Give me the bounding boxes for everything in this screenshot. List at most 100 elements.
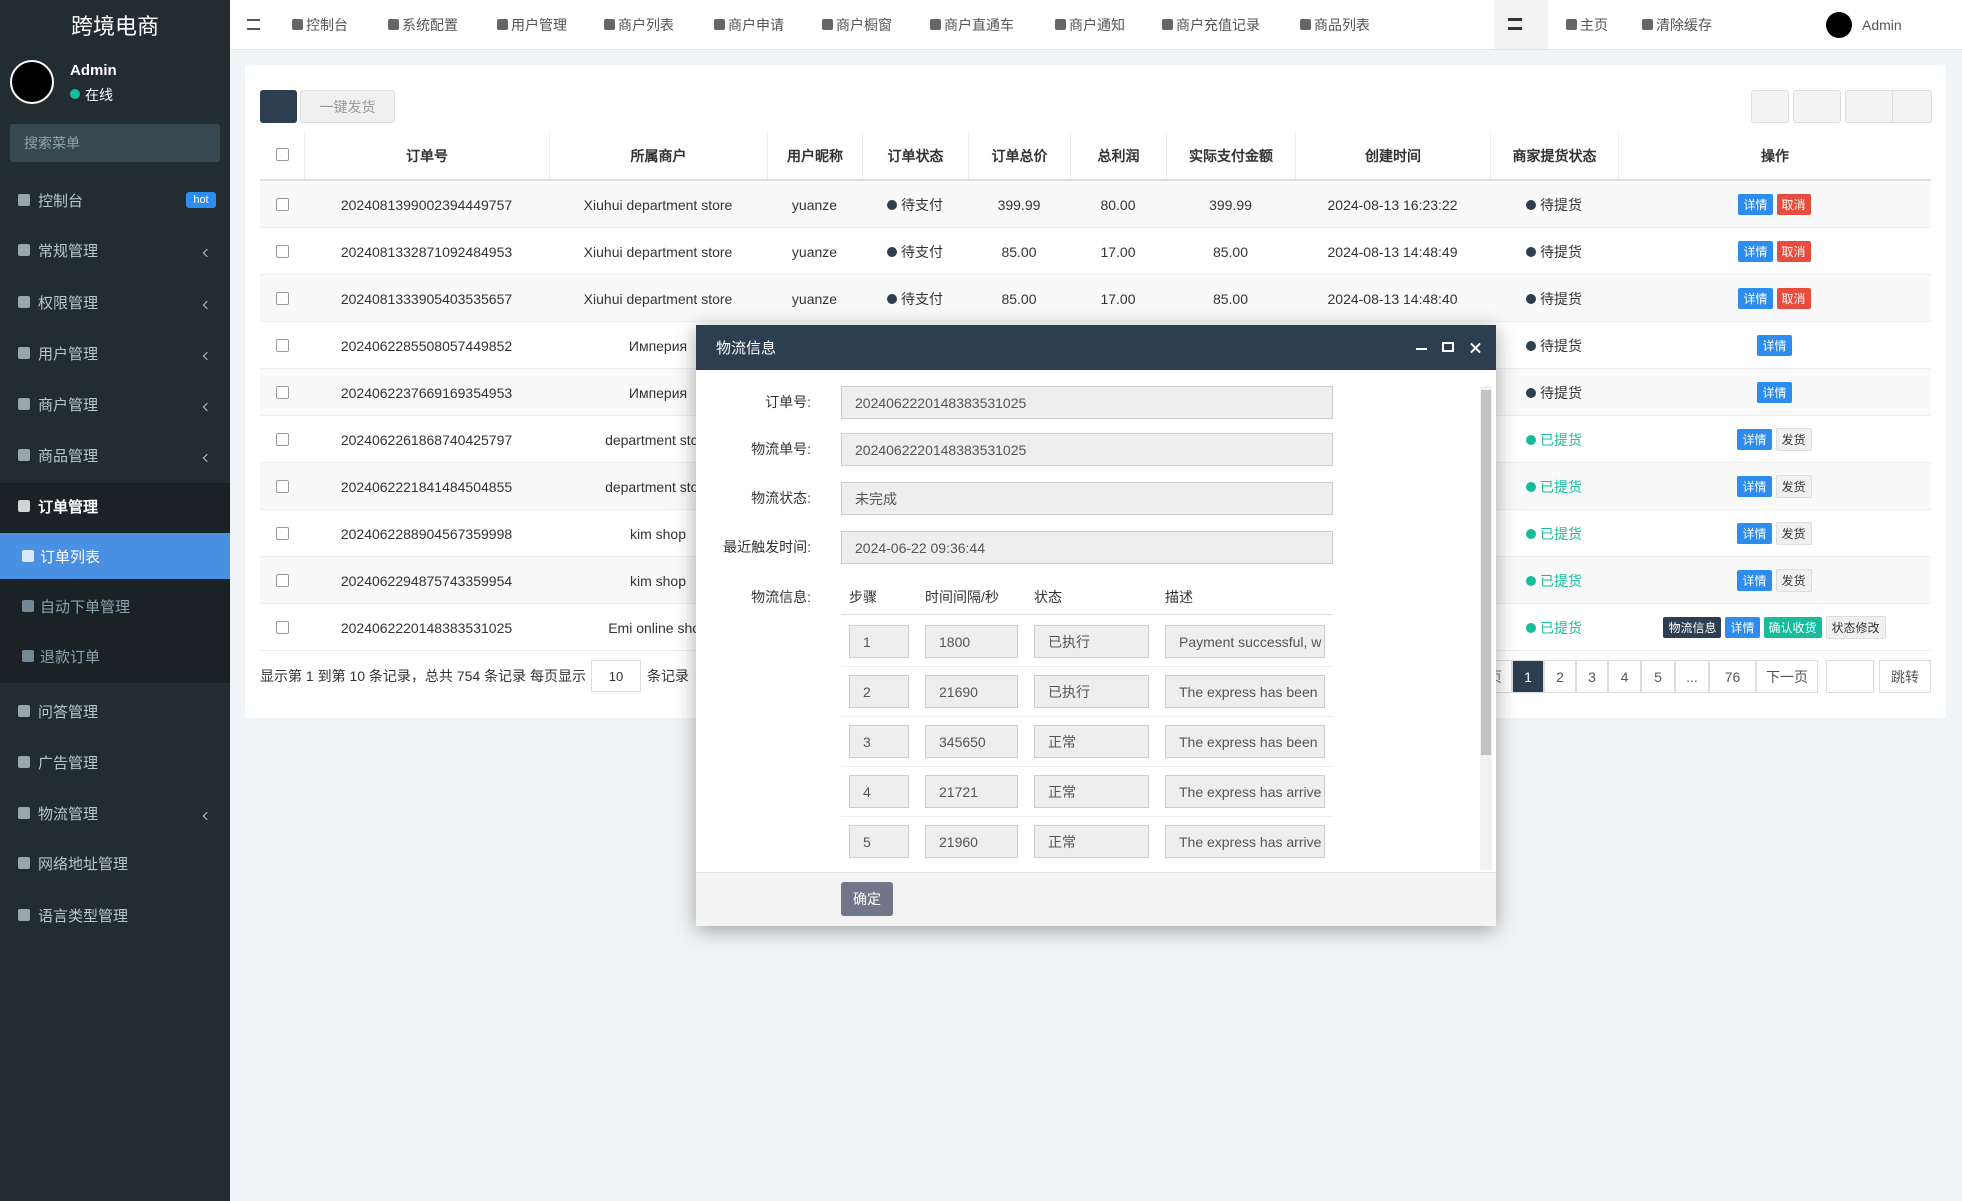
row-check[interactable] xyxy=(276,339,289,352)
action-btn[interactable]: 详情 xyxy=(1757,335,1792,356)
menu-item[interactable]: 广告管理 xyxy=(38,754,99,772)
action-btn[interactable]: 发货 xyxy=(1775,428,1812,451)
action-btn[interactable]: 取消 xyxy=(1776,288,1811,309)
table-cell: Xiuhui department store xyxy=(583,243,733,260)
page-btn[interactable]: ... xyxy=(1675,660,1709,693)
table-cell: yuanze xyxy=(791,290,838,307)
menu-item[interactable]: 语言类型管理 xyxy=(38,907,129,925)
action-btn[interactable]: 详情 xyxy=(1738,288,1773,309)
menu-item[interactable]: 订单列表 xyxy=(40,548,101,566)
nav-tab[interactable]: 商户直通车 xyxy=(944,17,1014,33)
table-header: 订单状态 xyxy=(862,133,968,179)
action-btn[interactable]: 状态修改 xyxy=(1825,616,1886,639)
menu-item[interactable]: 商户管理 xyxy=(38,396,99,414)
action-btn[interactable]: 详情 xyxy=(1737,429,1772,450)
page-size[interactable]: 10 xyxy=(591,660,641,692)
action-btn[interactable]: 物流信息 xyxy=(1663,617,1722,638)
nav-tab[interactable]: 商户橱窗 xyxy=(836,17,892,33)
status-text: 待提货 xyxy=(1540,337,1582,354)
tool-btn[interactable] xyxy=(1793,90,1841,123)
step-input: 正常 xyxy=(1034,825,1149,858)
menu-item[interactable]: 商品管理 xyxy=(38,447,99,465)
modal-min[interactable] xyxy=(1416,348,1427,350)
topnav xyxy=(230,0,1962,50)
action-btn[interactable]: 发货 xyxy=(1775,569,1812,592)
step-line xyxy=(841,666,1333,667)
nav-right-link[interactable]: 主页 xyxy=(1580,17,1608,33)
nav-tab[interactable]: 商户列表 xyxy=(618,17,674,33)
action-btn[interactable]: 详情 xyxy=(1725,617,1760,638)
menu-item[interactable]: 常规管理 xyxy=(38,242,99,260)
page-btn[interactable]: 3 xyxy=(1576,660,1608,693)
row-check[interactable] xyxy=(276,574,289,587)
modal-max[interactable] xyxy=(1442,342,1454,352)
row-check[interactable] xyxy=(276,245,289,258)
page-btn[interactable]: 1 xyxy=(1512,660,1544,693)
menu-item[interactable]: 自动下单管理 xyxy=(40,598,131,616)
table-cell: 2024062294875743359954 xyxy=(340,572,513,589)
nav-user[interactable]: Admin xyxy=(1862,17,1902,33)
nav-tab[interactable]: 商户通知 xyxy=(1069,17,1125,33)
menu-item[interactable]: 网络地址管理 xyxy=(38,855,129,873)
menu-item[interactable]: 物流管理 xyxy=(38,805,99,823)
row-check[interactable] xyxy=(276,433,289,446)
action-btn[interactable]: 详情 xyxy=(1738,194,1773,215)
row-check[interactable] xyxy=(276,480,289,493)
nav-tab[interactable]: 商品列表 xyxy=(1314,17,1370,33)
page-next[interactable]: 下一页 xyxy=(1756,660,1818,693)
tab-icon xyxy=(822,19,833,30)
table-cell: Империя xyxy=(628,337,688,354)
action-btn[interactable]: 详情 xyxy=(1737,570,1772,591)
status-text: 待提货 xyxy=(1540,290,1582,307)
ship-btn[interactable]: 一键发货 xyxy=(300,90,395,123)
menu-item[interactable]: 控制台 xyxy=(38,192,84,210)
menu-icon xyxy=(22,550,34,562)
status-text: 待提货 xyxy=(1540,384,1582,401)
row-check[interactable] xyxy=(276,198,289,211)
row-check[interactable] xyxy=(276,621,289,634)
nav-tab[interactable]: 商户充值记录 xyxy=(1176,17,1260,33)
action-btn[interactable]: 取消 xyxy=(1776,241,1811,262)
action-btn[interactable]: 取消 xyxy=(1776,194,1811,215)
action-btn[interactable]: 发货 xyxy=(1775,475,1812,498)
row-check[interactable] xyxy=(276,292,289,305)
menu-item[interactable]: 退款订单 xyxy=(40,648,101,666)
menu-item[interactable]: 用户管理 xyxy=(38,345,99,363)
menu-item[interactable]: 问答管理 xyxy=(38,703,99,721)
table-cell: 2024-08-13 16:23:22 xyxy=(1327,196,1458,213)
menu-icon xyxy=(22,600,34,612)
nav-tab[interactable]: 用户管理 xyxy=(511,17,567,33)
menu-item[interactable]: 权限管理 xyxy=(38,294,99,312)
nav-tab[interactable]: 系统配置 xyxy=(402,17,458,33)
page-input[interactable] xyxy=(1826,660,1874,693)
action-btn[interactable]: 详情 xyxy=(1757,382,1792,403)
row-check[interactable] xyxy=(276,527,289,540)
table-cell: 85.00 xyxy=(1212,243,1249,260)
status-text: 待支付 xyxy=(901,243,943,260)
menu-item[interactable]: 订单管理 xyxy=(38,498,99,516)
action-btn[interactable]: 确认收货 xyxy=(1763,617,1822,638)
page-btn[interactable]: 4 xyxy=(1608,660,1641,693)
tool-btn[interactable] xyxy=(1751,90,1789,123)
row-check[interactable] xyxy=(276,386,289,399)
action-btn[interactable]: 详情 xyxy=(1738,241,1773,262)
nav-tab[interactable]: 控制台 xyxy=(306,17,348,33)
page-btn[interactable]: 5 xyxy=(1641,660,1675,693)
page-jump[interactable]: 跳转 xyxy=(1879,660,1931,693)
tool-btn[interactable] xyxy=(1892,90,1932,123)
table-header: 订单总价 xyxy=(968,133,1070,179)
page-btn[interactable]: 2 xyxy=(1544,660,1576,693)
table-cell: 2024-08-13 14:48:49 xyxy=(1327,243,1458,260)
nav-tab[interactable]: 商户申请 xyxy=(728,17,784,33)
tool-btn[interactable] xyxy=(1845,90,1897,123)
action-cell: 详情 发货 xyxy=(1618,510,1931,557)
refresh-btn[interactable] xyxy=(260,90,297,123)
nav-right-link[interactable]: 清除缓存 xyxy=(1656,17,1712,33)
confirm-btn[interactable]: 确定 xyxy=(841,882,893,916)
action-btn[interactable]: 发货 xyxy=(1775,522,1812,545)
table-cell: department store xyxy=(605,478,711,495)
page-btn[interactable]: 76 xyxy=(1709,660,1756,693)
field-label: 最近触发时间: xyxy=(723,539,811,555)
action-btn[interactable]: 详情 xyxy=(1737,523,1772,544)
action-btn[interactable]: 详情 xyxy=(1737,476,1772,497)
